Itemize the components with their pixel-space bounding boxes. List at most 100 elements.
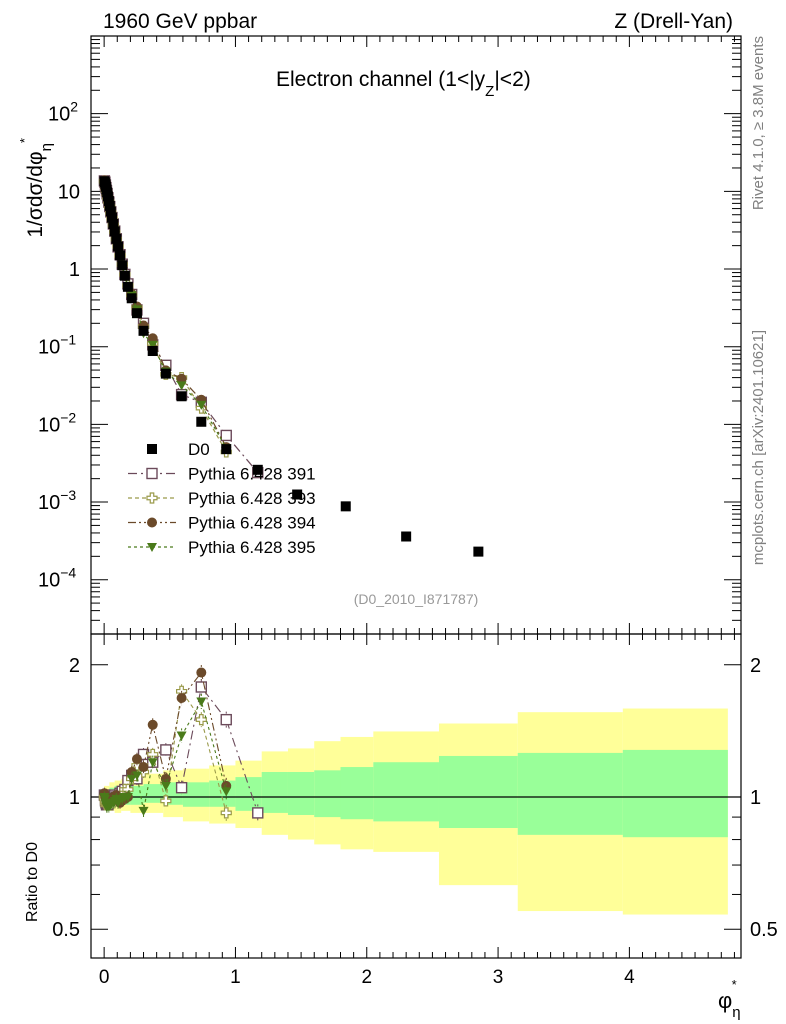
legend-marker bbox=[147, 444, 157, 454]
uncertainty-band-inner bbox=[340, 767, 374, 820]
legend-entry: Pythia 6.428 395 bbox=[128, 538, 316, 557]
legend-marker bbox=[147, 517, 157, 528]
uncertainty-band-inner bbox=[622, 749, 728, 838]
ratio-point-s394 bbox=[196, 667, 207, 678]
uncertainty-band-inner bbox=[261, 772, 288, 813]
y-tick-label-base: 10 bbox=[48, 104, 70, 126]
ratio-point-s395 bbox=[221, 787, 232, 797]
legend-marker bbox=[146, 467, 158, 480]
x-tick-label: 1 bbox=[230, 967, 241, 988]
data-point bbox=[221, 444, 232, 455]
series-data bbox=[99, 176, 484, 557]
ratio-point-s393 bbox=[220, 807, 232, 819]
legend-label: Pythia 6.428 394 bbox=[188, 514, 316, 533]
legend-label: Pythia 6.428 395 bbox=[188, 538, 316, 557]
ratio-point-s395 bbox=[160, 781, 171, 791]
rivet-label: Rivet 4.1.0, ≥ 3.8M events bbox=[750, 36, 767, 210]
y-tick-label-base: 10 bbox=[58, 181, 80, 203]
uncertainty-band-inner bbox=[314, 770, 341, 818]
uncertainty-band-inner bbox=[287, 772, 315, 815]
analysis-id: (D0_2010_I871787) bbox=[354, 591, 479, 607]
y-tick-label: 10−4 bbox=[38, 565, 76, 592]
series-s395 bbox=[99, 177, 232, 454]
ratio-point-s395 bbox=[147, 758, 158, 768]
x-axis-title-sub: η bbox=[732, 1004, 740, 1021]
ratio-y-tick-label-left: 2 bbox=[69, 655, 80, 677]
y-tick-label: 102 bbox=[48, 99, 78, 126]
y-tick-label: 10 bbox=[58, 181, 80, 203]
data-point bbox=[105, 206, 116, 217]
legend-entry: Pythia 6.428 394 bbox=[128, 514, 316, 533]
y-tick-label-base: 1 bbox=[69, 259, 80, 281]
data-point bbox=[176, 391, 187, 402]
data-point bbox=[113, 241, 124, 252]
legend-label: Pythia 6.428 393 bbox=[188, 489, 316, 508]
series-point-s395 bbox=[147, 340, 158, 350]
main-y-axis-title-sub: η bbox=[38, 143, 55, 151]
legend-label: Pythia 6.428 391 bbox=[188, 465, 316, 484]
data-point bbox=[115, 250, 126, 261]
y-tick-label-base: 10 bbox=[38, 492, 60, 514]
ratio-point-s391 bbox=[160, 744, 172, 756]
data-point bbox=[122, 281, 133, 292]
ratio-point-s394 bbox=[131, 754, 142, 765]
x-axis-title-text: φ bbox=[718, 988, 732, 1013]
ratio-plot-frame bbox=[90, 633, 742, 959]
plot-title-sub: Z bbox=[485, 83, 494, 100]
main-y-axis-title-text: 1/σdσ/dφ bbox=[24, 151, 47, 237]
data-point bbox=[401, 531, 412, 542]
legend: D0 Pythia 6.428 391 Pythia 6.428 393 Pythia… bbox=[128, 440, 316, 557]
series-point-s394 bbox=[176, 373, 187, 384]
ratio-y-tick-label-left: 0.5 bbox=[52, 919, 80, 941]
ratio-y-tick-label-right: 2 bbox=[750, 655, 761, 677]
data-point bbox=[160, 368, 171, 379]
data-point bbox=[119, 270, 130, 281]
series-s391 bbox=[98, 175, 264, 479]
ratio-point-s394 bbox=[176, 693, 187, 704]
ratio-y-tick-label-right: 1 bbox=[750, 787, 761, 809]
ratio-point-s395 bbox=[122, 792, 133, 802]
uncertainty-band-inner bbox=[517, 752, 623, 835]
legend-marker bbox=[146, 492, 158, 504]
series-s394 bbox=[99, 175, 232, 453]
ratio-point-s391 bbox=[195, 681, 208, 693]
ratio-point-s395 bbox=[138, 806, 149, 816]
data-point bbox=[473, 546, 484, 557]
ratio-point-s391 bbox=[252, 807, 264, 819]
y-tick-label: 10−3 bbox=[38, 487, 76, 514]
y-tick-label-exp: 2 bbox=[70, 99, 78, 115]
x-axis-title: φη * bbox=[718, 977, 741, 1021]
uncertainty-band-inner bbox=[438, 755, 518, 828]
data-point bbox=[117, 260, 128, 271]
x-axis-title-sup: * bbox=[732, 977, 737, 992]
ratio-point-s395 bbox=[131, 771, 142, 781]
data-point bbox=[104, 200, 115, 211]
mcplots-label: mcplots.cern.ch [arXiv:2401.10621] bbox=[750, 330, 767, 565]
data-point bbox=[196, 416, 207, 427]
x-tick-label: 0 bbox=[99, 967, 110, 988]
data-point bbox=[107, 212, 118, 223]
y-tick-label-base: 10 bbox=[38, 337, 60, 359]
ratio-y-tick-label-left: 1 bbox=[69, 787, 80, 809]
ratio-point-s393 bbox=[160, 795, 172, 807]
y-tick-label-base: 10 bbox=[38, 570, 60, 592]
y-tick-label: 1 bbox=[69, 259, 80, 281]
data-point bbox=[138, 325, 149, 336]
ratio-point-s395 bbox=[196, 697, 207, 707]
ratio-series-s395 bbox=[99, 693, 232, 818]
series-point-s394 bbox=[147, 333, 158, 344]
ratio-point-s395 bbox=[126, 774, 137, 784]
data-point bbox=[109, 226, 120, 237]
series-point-s395 bbox=[176, 381, 187, 391]
plot-title-end: |<2) bbox=[494, 68, 530, 91]
main-y-axis-title-sup: * bbox=[17, 138, 32, 143]
series-line-s395 bbox=[103, 181, 227, 449]
data-point bbox=[292, 489, 303, 500]
data-point bbox=[111, 233, 122, 244]
y-tick-label: 10−1 bbox=[38, 332, 76, 359]
ratio-point-s394 bbox=[138, 762, 149, 773]
x-tick-label: 4 bbox=[624, 967, 635, 988]
data-point bbox=[252, 464, 263, 475]
x-tick-label: 2 bbox=[361, 967, 372, 988]
ratio-point-s391 bbox=[220, 713, 232, 726]
